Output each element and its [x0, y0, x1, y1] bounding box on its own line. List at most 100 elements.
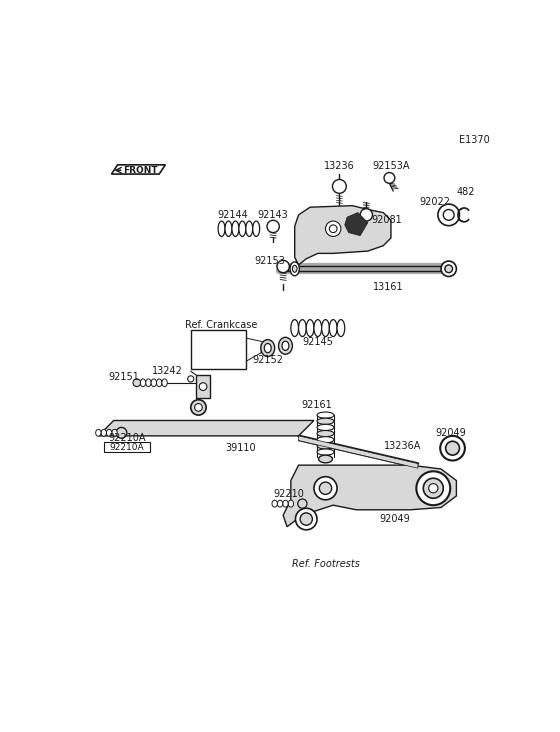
Text: 92144: 92144: [218, 210, 249, 220]
Circle shape: [188, 376, 194, 382]
Text: 13236: 13236: [324, 161, 354, 171]
Text: FRONT: FRONT: [123, 165, 158, 175]
Ellipse shape: [162, 379, 167, 386]
Text: 92161: 92161: [301, 400, 332, 410]
Circle shape: [277, 261, 290, 272]
Ellipse shape: [292, 265, 297, 272]
Polygon shape: [295, 206, 391, 265]
Polygon shape: [111, 165, 165, 174]
Circle shape: [195, 403, 202, 411]
Ellipse shape: [329, 320, 337, 337]
Ellipse shape: [232, 221, 239, 236]
Circle shape: [384, 173, 395, 183]
Ellipse shape: [146, 379, 151, 386]
Ellipse shape: [317, 449, 334, 455]
Text: Ref. Footrests: Ref. Footrests: [292, 559, 360, 569]
Ellipse shape: [253, 221, 260, 236]
Ellipse shape: [283, 500, 288, 507]
Circle shape: [325, 221, 341, 236]
Ellipse shape: [317, 443, 334, 449]
Ellipse shape: [112, 430, 117, 436]
Ellipse shape: [239, 221, 246, 236]
Ellipse shape: [298, 320, 306, 337]
Text: 92153: 92153: [255, 256, 286, 266]
Ellipse shape: [319, 455, 333, 463]
Ellipse shape: [225, 221, 232, 236]
Circle shape: [267, 220, 279, 233]
Text: 92210A: 92210A: [108, 433, 146, 443]
Ellipse shape: [317, 412, 334, 418]
Circle shape: [445, 265, 452, 272]
Text: 92210: 92210: [274, 490, 305, 499]
Ellipse shape: [317, 425, 334, 430]
Text: 92145: 92145: [302, 337, 333, 347]
Ellipse shape: [277, 500, 283, 507]
Ellipse shape: [291, 320, 298, 337]
Circle shape: [300, 513, 312, 525]
Text: 13242: 13242: [152, 366, 183, 376]
Bar: [104, 442, 150, 452]
Ellipse shape: [261, 340, 274, 356]
Circle shape: [360, 209, 372, 221]
Circle shape: [314, 477, 337, 500]
Text: 92022: 92022: [419, 197, 450, 207]
Ellipse shape: [151, 379, 156, 386]
Text: 482: 482: [456, 187, 475, 197]
Ellipse shape: [101, 430, 106, 436]
Ellipse shape: [141, 379, 146, 386]
Ellipse shape: [278, 337, 292, 354]
Polygon shape: [345, 212, 368, 236]
Text: 13236A: 13236A: [384, 441, 421, 451]
Ellipse shape: [314, 320, 321, 337]
Circle shape: [298, 499, 307, 508]
Ellipse shape: [272, 500, 277, 507]
Text: 92151: 92151: [108, 372, 139, 381]
Bar: [196, 375, 210, 398]
Circle shape: [429, 484, 438, 493]
Circle shape: [423, 478, 444, 498]
Text: Ref. Crankcase: Ref. Crankcase: [185, 320, 258, 330]
Ellipse shape: [106, 430, 112, 436]
Circle shape: [296, 508, 317, 530]
Circle shape: [417, 471, 450, 505]
Ellipse shape: [246, 221, 253, 236]
Ellipse shape: [264, 343, 271, 353]
Bar: [191, 330, 246, 369]
Text: 92210A: 92210A: [110, 443, 144, 452]
Circle shape: [441, 261, 456, 277]
Circle shape: [319, 482, 332, 494]
Text: E1370: E1370: [459, 135, 489, 145]
Text: 13161: 13161: [374, 282, 404, 291]
Ellipse shape: [218, 221, 225, 236]
Circle shape: [444, 209, 454, 220]
Ellipse shape: [306, 320, 314, 337]
Circle shape: [116, 427, 127, 438]
Circle shape: [440, 436, 465, 460]
Text: 92049: 92049: [380, 514, 410, 524]
Polygon shape: [99, 420, 314, 436]
Circle shape: [329, 225, 337, 233]
Text: 92143: 92143: [258, 210, 288, 220]
Circle shape: [199, 383, 207, 390]
Circle shape: [333, 179, 346, 193]
Text: 92153A: 92153A: [372, 161, 410, 171]
Polygon shape: [298, 436, 418, 468]
Ellipse shape: [317, 418, 334, 425]
Ellipse shape: [290, 262, 300, 276]
Text: 92081: 92081: [372, 215, 403, 225]
Ellipse shape: [321, 320, 329, 337]
Text: 39110: 39110: [226, 443, 256, 453]
Ellipse shape: [156, 379, 162, 386]
Ellipse shape: [282, 341, 289, 351]
Circle shape: [191, 400, 206, 415]
Ellipse shape: [317, 437, 334, 443]
Circle shape: [133, 379, 141, 386]
Ellipse shape: [96, 430, 101, 436]
Circle shape: [446, 441, 459, 455]
Circle shape: [438, 204, 459, 225]
Text: 92152: 92152: [252, 354, 283, 365]
Ellipse shape: [317, 430, 334, 437]
Text: 92049: 92049: [436, 427, 466, 438]
Polygon shape: [283, 465, 456, 527]
Ellipse shape: [288, 500, 293, 507]
